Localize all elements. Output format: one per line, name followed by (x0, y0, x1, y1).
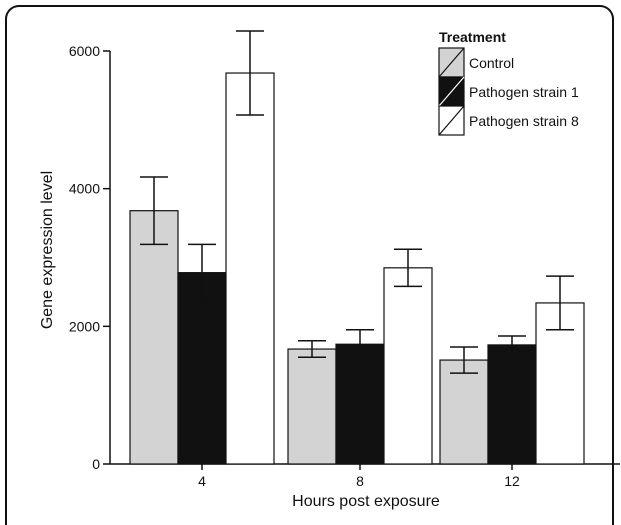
x-tick-label: 4 (198, 473, 206, 489)
x-tick-label: 12 (504, 473, 520, 489)
y-tick-label: 0 (92, 456, 100, 472)
bar-2-1 (383, 267, 433, 465)
legend-swatch-diagonal (438, 76, 465, 107)
bar-1-1 (335, 343, 385, 465)
legend-title: Treatment (439, 29, 506, 45)
y-axis-ticks: 0 2000 4000 6000 (69, 43, 110, 472)
bar-2-0 (225, 72, 275, 465)
x-axis-ticks: 4 8 12 (198, 464, 520, 489)
bar-0-1 (287, 348, 337, 465)
y-axis-title: Gene expression level (39, 171, 56, 329)
chart-frame (5, 5, 614, 525)
bar-0-0 (129, 210, 179, 465)
legend-label: Pathogen strain 8 (469, 113, 579, 129)
legend-swatch-diagonal (438, 47, 465, 78)
bars (129, 72, 585, 465)
error-bars (140, 30, 574, 374)
legend-label: Pathogen strain 1 (469, 84, 579, 100)
y-tick-label: 2000 (69, 318, 100, 334)
x-tick-label: 8 (356, 473, 364, 489)
y-tick-label: 4000 (69, 181, 100, 197)
legend-label: Control (469, 55, 514, 71)
legend: Treatment Control Pathogen strain 1 Pathog… (438, 29, 579, 136)
bar-1-2 (487, 344, 537, 465)
bar-0-2 (439, 359, 489, 465)
y-tick-label: 6000 (69, 43, 100, 59)
x-axis-title: Hours post exposure (292, 493, 440, 510)
legend-swatch-diagonal (438, 105, 465, 136)
legend-items: Control Pathogen strain 1 Pathogen strain … (438, 47, 579, 136)
bar-chart: 0 2000 4000 6000 4 8 12 Gene expression level… (39, 29, 620, 510)
